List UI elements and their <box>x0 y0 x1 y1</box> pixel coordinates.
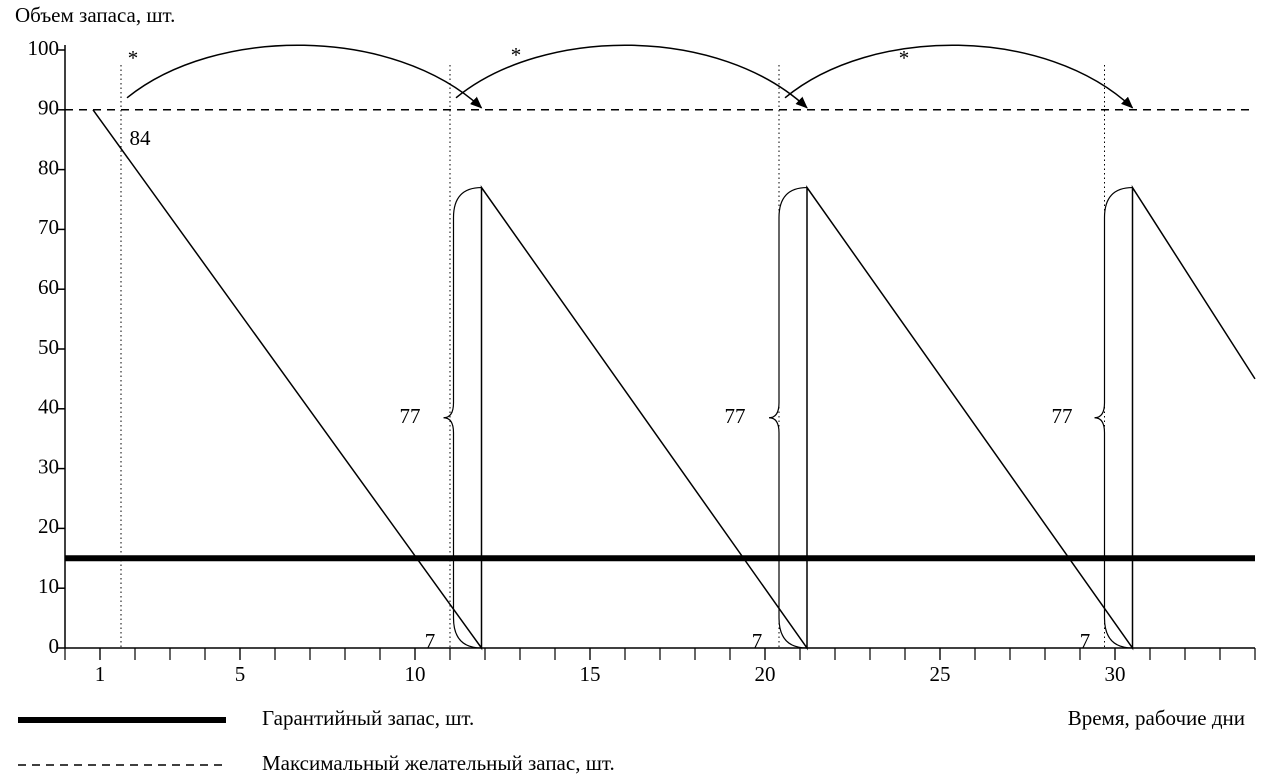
y-tick-label: 70 <box>38 215 59 239</box>
x-tick-label: 1 <box>95 662 106 686</box>
x-tick-label: 5 <box>235 662 246 686</box>
x-tick-label: 20 <box>755 662 776 686</box>
annotation: * <box>899 46 910 70</box>
y-tick-label: 100 <box>28 36 60 60</box>
brace <box>1094 186 1133 649</box>
y-tick-label: 40 <box>38 395 59 419</box>
annotation: 7 <box>425 629 436 653</box>
y-tick-label: 90 <box>38 96 59 120</box>
annotation: 77 <box>400 404 421 428</box>
annotation: 77 <box>725 404 746 428</box>
brace <box>443 186 482 649</box>
x-axis-label: Время, рабочие дни <box>1068 706 1245 730</box>
y-tick-label: 80 <box>38 155 59 179</box>
x-tick-label: 25 <box>930 662 951 686</box>
x-tick-label: 30 <box>1105 662 1126 686</box>
x-tick-label: 10 <box>405 662 426 686</box>
y-tick-label: 0 <box>49 634 60 658</box>
y-tick-label: 10 <box>38 574 59 598</box>
lead-time-arc <box>455 44 808 109</box>
lead-time-arc <box>784 44 1134 109</box>
y-axis-label: Объем запаса, шт. <box>15 3 175 27</box>
annotation: 77 <box>1052 404 1073 428</box>
legend-label: Гарантийный запас, шт. <box>262 706 474 730</box>
lead-time-arc <box>126 44 483 109</box>
annotation: * <box>128 46 139 70</box>
y-tick-label: 20 <box>38 514 59 538</box>
y-tick-label: 50 <box>38 335 59 359</box>
x-tick-label: 15 <box>580 662 601 686</box>
y-tick-label: 30 <box>38 454 59 478</box>
annotation: 7 <box>752 629 763 653</box>
annotation: * <box>511 43 522 67</box>
legend-label: Максимальный желательный запас, шт. <box>262 751 615 775</box>
y-tick-label: 60 <box>38 275 59 299</box>
stock-line <box>92 109 1256 651</box>
annotation: 7 <box>1080 629 1091 653</box>
brace <box>768 186 808 649</box>
annotation: 84 <box>130 126 152 150</box>
